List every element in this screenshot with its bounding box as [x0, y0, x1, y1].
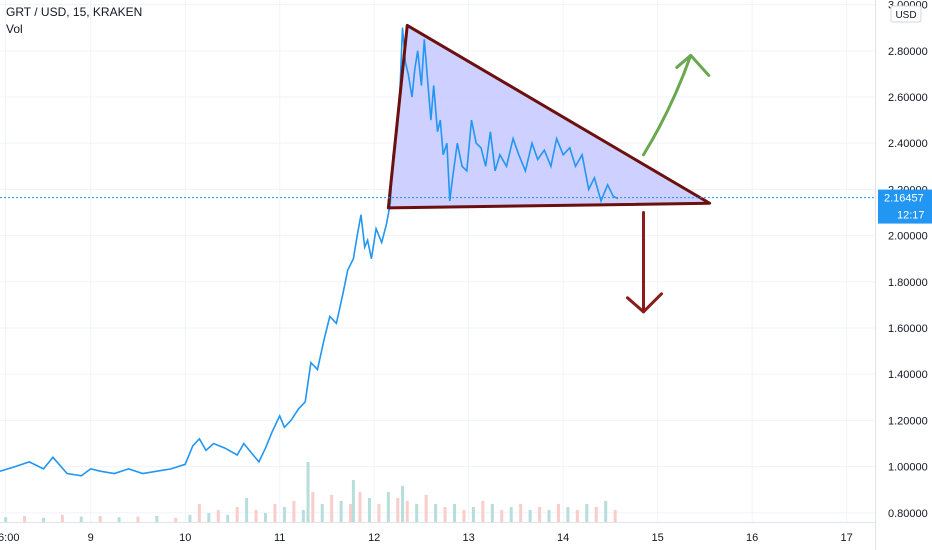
volume-bar — [566, 507, 570, 522]
volume-indicator-label[interactable]: Vol — [6, 22, 23, 36]
price-tick-label: 1.00000 — [888, 462, 928, 474]
price-tick-label: 2.40000 — [888, 138, 928, 150]
time-tick-label: 10 — [179, 532, 191, 544]
volume-bar — [306, 462, 310, 522]
volume-bar — [216, 510, 220, 522]
volume-bar — [235, 507, 239, 522]
volume-bar — [330, 495, 334, 522]
time-tick-label: 17 — [841, 532, 853, 544]
volume-bar — [613, 510, 617, 522]
volume-bar — [377, 504, 381, 522]
symbol-title: GRT / USD, 15, KRAKEN — [6, 5, 142, 19]
volume-bar — [424, 495, 428, 522]
triangle-fill — [388, 25, 710, 208]
volume-bar — [4, 517, 8, 522]
currency-button[interactable]: USD — [890, 5, 922, 23]
volume-bar — [245, 498, 249, 522]
volume-bar — [367, 498, 371, 522]
volume-bar — [292, 501, 296, 522]
volume-bars — [4, 462, 617, 522]
volume-bar — [490, 504, 494, 522]
volume-bar — [547, 510, 551, 522]
time-tick-label: 15 — [652, 532, 664, 544]
last-price-value: 2.16457 — [884, 193, 924, 205]
volume-bar — [396, 498, 400, 522]
volume-bar — [519, 504, 523, 522]
time-axis[interactable]: 06:00 9 10 11 12 13 14 15 16 17 — [0, 522, 875, 545]
price-tick-label: 1.80000 — [888, 277, 928, 289]
volume-bar — [453, 504, 457, 522]
volume-bar — [136, 516, 140, 522]
volume-bar — [509, 507, 513, 522]
time-tick-label: 11 — [274, 532, 285, 544]
volume-bar — [23, 516, 27, 522]
price-tick-label: 1.40000 — [888, 369, 928, 381]
volume-bar — [174, 517, 178, 522]
price-tick-label: 1.60000 — [888, 323, 928, 335]
currency-label: USD — [895, 10, 916, 21]
volume-bar — [471, 507, 475, 522]
volume-bar — [575, 510, 579, 522]
volume-bar — [155, 516, 159, 522]
volume-bar — [349, 504, 353, 522]
volume-bar — [585, 504, 589, 522]
volume-bar — [41, 517, 45, 522]
volume-bar — [481, 501, 485, 522]
volume-bar — [117, 517, 121, 522]
volume-bar — [79, 516, 83, 522]
up-arrow-shaft — [641, 53, 693, 157]
volume-bar — [358, 492, 362, 522]
time-tick-label: 12 — [368, 532, 380, 544]
volume-bar — [528, 510, 532, 522]
volume-bar — [604, 501, 608, 522]
volume-bar — [197, 504, 201, 522]
chart-drawings — [388, 25, 710, 208]
volume-bar — [415, 504, 419, 522]
volume-bar — [282, 507, 286, 522]
volume-bar — [405, 501, 409, 522]
volume-bar — [254, 510, 258, 522]
volume-bar — [556, 504, 560, 522]
volume-bar — [594, 507, 598, 522]
volume-bar — [386, 492, 390, 522]
volume-bar — [500, 510, 504, 522]
time-tick-label: 16 — [746, 532, 758, 544]
volume-bar — [264, 513, 268, 522]
volume-bar — [188, 514, 192, 522]
volume-bar — [401, 486, 405, 522]
volume-bar — [60, 514, 64, 522]
volume-bar — [320, 504, 324, 522]
price-axis[interactable]: 3.000002.800002.600002.400002.200002.000… — [875, 0, 928, 550]
last-price-tag: 2.16457 12:17 — [878, 189, 932, 224]
price-tick-label: 1.20000 — [888, 415, 928, 427]
volume-bar — [301, 510, 305, 522]
time-tick-label: 13 — [463, 532, 475, 544]
bar-countdown: 12:17 — [897, 210, 925, 222]
up-arrow-head — [675, 53, 711, 77]
triangle-outline — [386, 23, 712, 210]
time-tick-label: 14 — [557, 532, 569, 544]
chart-drawings-outline — [386, 23, 712, 314]
volume-bar — [462, 510, 466, 522]
price-tick-label: 0.80000 — [888, 508, 928, 520]
volume-bar — [98, 516, 102, 522]
volume-bar — [207, 513, 211, 522]
time-tick-label: 9 — [88, 532, 94, 544]
volume-bar — [434, 504, 438, 522]
price-tick-label: 2.00000 — [888, 231, 928, 243]
volume-bar — [339, 501, 343, 522]
price-tick-label: 2.80000 — [888, 46, 928, 58]
chart-grid — [0, 0, 875, 522]
time-tick-label: 06:00 — [0, 532, 19, 544]
volume-bar — [443, 507, 447, 522]
volume-bar — [311, 492, 315, 522]
volume-bar — [273, 504, 277, 522]
volume-bar — [351, 480, 355, 522]
price-tick-label: 2.60000 — [888, 92, 928, 104]
volume-bar — [538, 507, 542, 522]
volume-bar — [226, 514, 230, 522]
down-arrow-head — [625, 292, 663, 314]
